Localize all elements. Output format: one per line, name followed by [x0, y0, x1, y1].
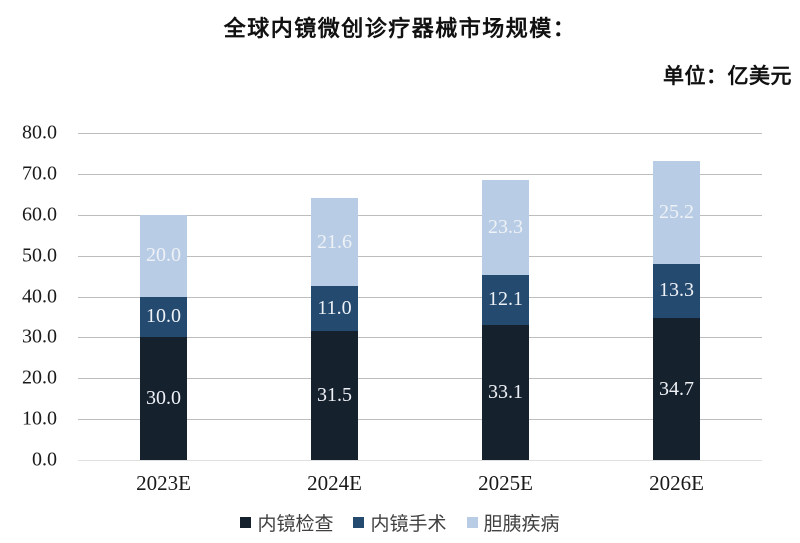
bar-segment-2023E-胆胰疾病: 20.0: [140, 214, 187, 297]
plot-area: 30.0 10.0 20.0 31.5 11.0 21.6 33.1 12.1 23.3 34.7…: [78, 133, 762, 461]
bar-segment-2026E-内镜检查: 34.7: [653, 318, 700, 460]
gridline-40: [78, 296, 762, 298]
gridline-70: [78, 173, 762, 175]
bar-value-label: 20.0: [146, 244, 181, 267]
bar-segment-2024E-内镜手术: 11.0: [311, 286, 358, 332]
y-axis: 80.0 70.0 60.0 50.0 40.0 30.0 20.0 10.0 0.0: [0, 122, 57, 471]
bar-value-label: 13.3: [659, 279, 694, 302]
bar-segment-2025E-内镜检查: 33.1: [482, 324, 529, 460]
bar-value-label: 21.6: [317, 230, 352, 253]
y-tick-label-40: 40.0: [22, 285, 57, 307]
y-tick-label-70: 70.0: [22, 162, 57, 185]
legend-swatch-icon: [240, 516, 252, 528]
x-tick-label-2023E: 2023E: [136, 471, 191, 495]
legend-swatch-icon: [466, 516, 478, 528]
y-tick-label-30: 30.0: [22, 325, 57, 348]
bar-value-label: 30.0: [146, 387, 181, 410]
legend-swatch-icon: [353, 516, 365, 528]
bar-value-label: 12.1: [488, 288, 523, 311]
x-tick-label-2024E: 2024E: [307, 471, 362, 495]
y-tick-label-10: 10.0: [22, 407, 57, 430]
legend-label: 胆胰疾病: [483, 513, 560, 535]
bar-segment-2025E-内镜手术: 12.1: [482, 275, 529, 325]
bar-segment-2023E-内镜手术: 10.0: [140, 296, 187, 338]
legend-label: 内镜手术: [370, 513, 447, 535]
y-tick-label-60: 60.0: [22, 203, 57, 226]
bar-value-label: 10.0: [146, 305, 181, 328]
x-axis-baseline: [78, 460, 762, 461]
gridline-60: [78, 214, 762, 216]
legend-item-内镜手术: 内镜手术: [353, 509, 447, 536]
y-tick-label-50: 50.0: [22, 244, 57, 267]
gridline-10: [78, 419, 762, 421]
gridline-20: [78, 378, 762, 380]
unit-label: 单位：亿美元: [663, 64, 792, 88]
y-tick-label-20: 20.0: [22, 366, 57, 389]
bar-value-label: 23.3: [488, 216, 523, 239]
chart-title: 全球内镜微创诊疗器械市场规模：: [223, 16, 577, 41]
legend: 内镜检查 内镜手术 胆胰疾病: [0, 509, 800, 535]
legend-item-内镜检查: 内镜检查: [240, 509, 333, 536]
legend-item-胆胰疾病: 胆胰疾病: [466, 509, 560, 536]
bar-segment-2023E-内镜检查: 30.0: [140, 337, 187, 460]
x-tick-label-2026E: 2026E: [649, 471, 704, 495]
x-axis: 2023E 2024E 2025E 2026E: [78, 471, 762, 496]
bar-segment-2024E-胆胰疾病: 21.6: [311, 198, 358, 287]
legend-label: 内镜检查: [257, 513, 334, 535]
bar-value-label: 33.1: [488, 380, 523, 403]
gridline-30: [78, 337, 762, 339]
y-tick-label-80: 80.0: [22, 121, 57, 144]
bar-value-label: 25.2: [659, 200, 694, 223]
x-tick-label-2025E: 2025E: [478, 471, 533, 495]
bar-value-label: 31.5: [317, 384, 352, 407]
gridline-50: [78, 255, 762, 257]
bar-segment-2025E-胆胰疾病: 23.3: [482, 180, 529, 276]
y-tick-label-0: 0.0: [32, 448, 57, 471]
bar-value-label: 34.7: [659, 377, 694, 400]
bar-segment-2024E-内镜检查: 31.5: [311, 331, 358, 460]
bar-segment-2026E-内镜手术: 13.3: [653, 263, 700, 319]
bar-segment-2026E-胆胰疾病: 25.2: [653, 160, 700, 264]
gridline-80: [78, 133, 762, 134]
bar-value-label: 11.0: [317, 297, 352, 320]
